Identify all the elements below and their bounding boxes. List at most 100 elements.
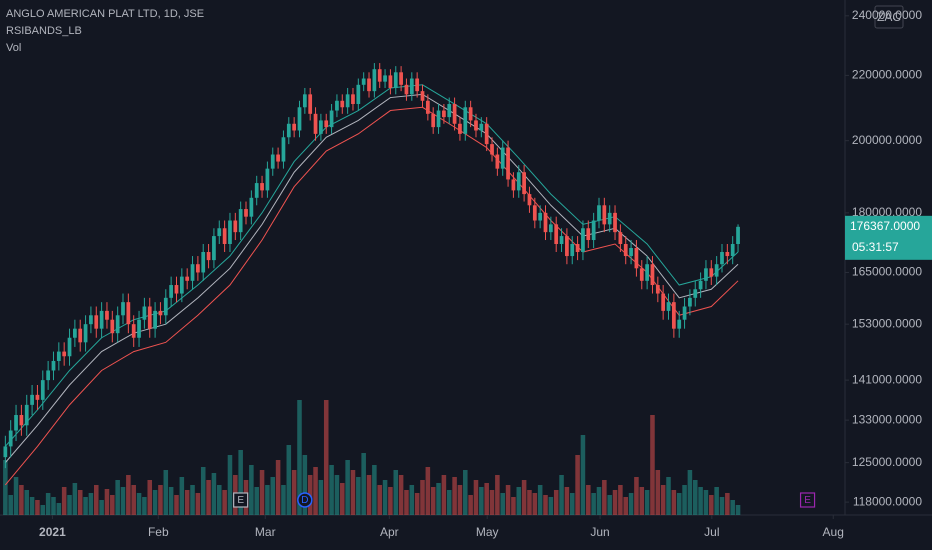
candle-body (511, 179, 516, 191)
event-label: E (804, 495, 811, 506)
candle-body (185, 276, 190, 281)
volume-bar (13, 477, 19, 515)
volume-bar (682, 485, 687, 515)
candle-body (704, 268, 708, 281)
volume-bar (40, 505, 46, 515)
x-tick-label: Mar (255, 525, 276, 539)
volume-bar (553, 490, 559, 515)
volume-bar (366, 475, 372, 515)
candle-body (313, 113, 318, 134)
volume-bar (377, 485, 382, 515)
volume-bar (628, 493, 634, 515)
volume-bar (238, 450, 243, 515)
candle-body (56, 351, 61, 361)
candle-body (463, 107, 468, 134)
volume-bar (29, 497, 35, 515)
candle-body (693, 289, 698, 298)
candle-body (420, 91, 425, 101)
volume-bar (468, 495, 473, 515)
candle-body (147, 306, 152, 329)
volume-bar (259, 470, 265, 515)
candle-body (645, 264, 649, 281)
volume-bar (291, 470, 297, 515)
y-tick-label: 118000.0000 (853, 494, 923, 508)
volume-bar (265, 485, 270, 515)
volume-bar (334, 475, 340, 515)
volume-bar (634, 477, 639, 515)
y-tick-label: 220000.0000 (852, 68, 922, 82)
volume-bar (168, 487, 174, 515)
candle-body (442, 110, 446, 118)
volume-bar (211, 473, 217, 515)
volume-label: Vol (6, 42, 21, 54)
candle-body (115, 315, 120, 334)
candle-body (62, 351, 67, 357)
volume-bar (425, 467, 431, 515)
volume-bar (484, 483, 489, 515)
volume-bar (489, 490, 495, 515)
candle-body (163, 297, 168, 316)
candle-body (286, 123, 291, 138)
candle-body (458, 123, 462, 134)
candle-body (153, 310, 157, 329)
candle-body (452, 104, 457, 124)
volume-bar (559, 475, 564, 515)
volume-bar (463, 470, 468, 515)
candle-body (131, 324, 136, 338)
volume-bar (200, 467, 206, 515)
volume-bar (24, 490, 30, 515)
candle-body (121, 302, 125, 316)
volume-bar (393, 470, 399, 515)
volume-bar (72, 483, 78, 515)
candle-body (46, 370, 51, 381)
event-marker (799, 492, 816, 508)
volume-bar (639, 487, 645, 515)
volume-bar (184, 490, 190, 515)
volume-bar (345, 460, 350, 515)
volume-bar (436, 483, 441, 515)
candle-body (388, 75, 393, 88)
volume-bar (88, 493, 94, 515)
volume-bar (714, 487, 719, 515)
y-tick-label: 133000.0000 (852, 412, 922, 426)
volume-bar (666, 477, 671, 515)
volume-bar (698, 487, 703, 515)
volume-bar (110, 495, 115, 515)
candle-body (736, 226, 740, 244)
volume-bar (521, 480, 527, 515)
volume-bar (158, 485, 163, 515)
candle-body (249, 197, 254, 217)
candle-body (559, 236, 564, 244)
currency-box[interactable] (874, 5, 904, 29)
candle-body (19, 415, 24, 426)
candle-body (623, 243, 628, 257)
candle-body (372, 69, 377, 92)
candle-body (500, 147, 505, 169)
candle-body (436, 110, 441, 128)
candle-body (634, 247, 639, 269)
volume-bar (473, 480, 479, 515)
candle-body (3, 446, 8, 458)
candle-body (265, 168, 270, 191)
candle-body (329, 110, 334, 128)
candle-body (725, 252, 730, 257)
candle-body (709, 268, 714, 277)
candle-body (276, 154, 280, 162)
candle-body (677, 319, 682, 329)
volume-bar (329, 465, 334, 515)
candle-body (174, 285, 179, 294)
volume-bar (35, 500, 40, 515)
volume-bar (409, 485, 415, 515)
volume-bar (195, 493, 201, 515)
y-tick-label: 200000.0000 (852, 133, 922, 147)
candle-body (468, 107, 473, 121)
currency-label[interactable]: ZAC (877, 10, 901, 24)
volume-bar (190, 485, 195, 515)
candle-body (308, 94, 313, 114)
volume-bar (414, 493, 420, 515)
volume-bar (115, 480, 120, 515)
volume-bar (569, 493, 575, 515)
candle-body (340, 100, 345, 108)
volume-bar (602, 480, 607, 515)
candle-body (431, 113, 436, 128)
